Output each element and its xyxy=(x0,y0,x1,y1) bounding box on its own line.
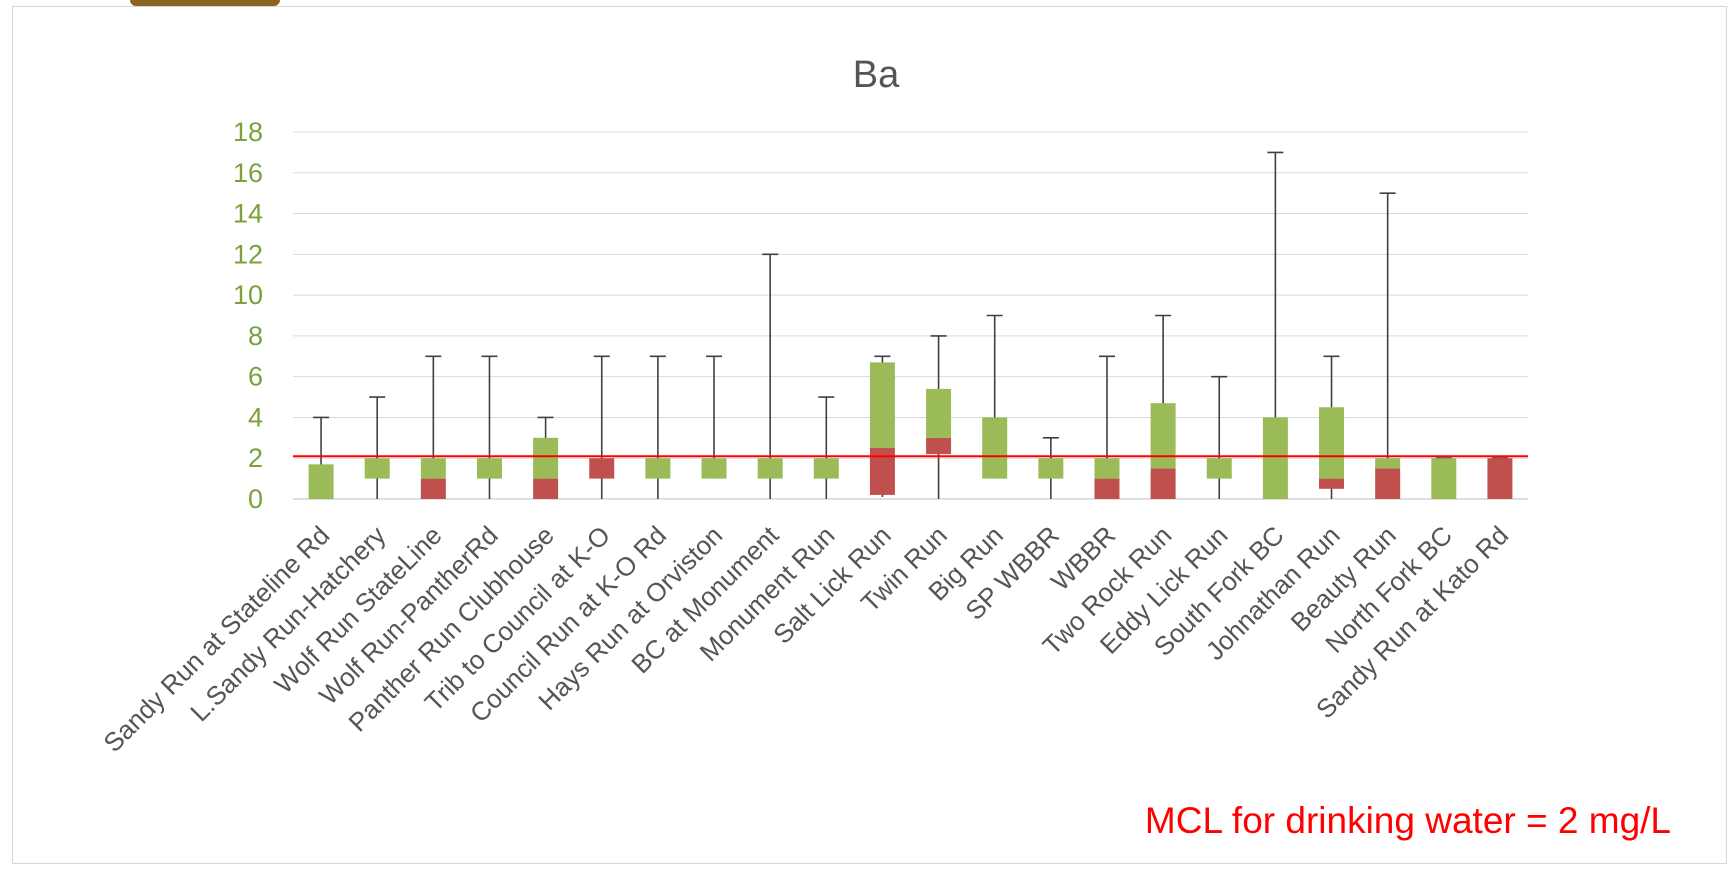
box-group xyxy=(533,416,559,499)
y-axis-ticks: 0 2 4 6 8 10 12 14 16 18 xyxy=(233,117,263,514)
x-axis-ticks: Sandy Run at Stateline RdL.Sandy Run-Hat… xyxy=(97,519,1514,757)
upper-box xyxy=(308,464,334,499)
box-group xyxy=(1431,457,1457,499)
box-group xyxy=(364,396,390,499)
y-tick-label: 12 xyxy=(233,239,263,269)
lower-box xyxy=(869,448,895,495)
box-group xyxy=(476,355,502,499)
box-group xyxy=(589,355,615,499)
upper-box xyxy=(1094,458,1120,479)
box-group xyxy=(982,314,1008,479)
mcl-annotation: MCL for drinking water = 2 mg/L xyxy=(1145,800,1671,841)
lower-box xyxy=(1150,468,1176,499)
lower-box xyxy=(1375,468,1401,499)
plot-area xyxy=(308,151,1513,499)
lower-box xyxy=(1094,478,1120,499)
upper-box xyxy=(982,417,1008,479)
y-tick-label: 2 xyxy=(248,443,263,473)
box-group xyxy=(308,416,334,499)
upper-box xyxy=(1431,458,1457,499)
upper-box xyxy=(364,458,390,479)
upper-box xyxy=(533,437,559,479)
upper-box xyxy=(869,362,895,449)
y-tick-label: 6 xyxy=(248,362,263,392)
box-group xyxy=(757,253,783,499)
box-group xyxy=(1206,375,1232,499)
lower-box xyxy=(589,458,615,479)
upper-box xyxy=(757,458,783,479)
chart-title: Ba xyxy=(853,54,900,96)
box-group xyxy=(420,355,446,499)
upper-box xyxy=(476,458,502,479)
box-group xyxy=(813,396,839,499)
upper-box xyxy=(701,458,727,479)
lower-box xyxy=(420,478,446,499)
box-group xyxy=(1487,457,1513,499)
box-group xyxy=(645,355,671,499)
box-group xyxy=(701,355,727,479)
lower-box xyxy=(1319,478,1345,489)
y-tick-label: 0 xyxy=(248,484,263,514)
upper-box xyxy=(813,458,839,479)
box-group xyxy=(869,355,895,497)
x-tick-label: Sandy Run at Stateline Rd xyxy=(97,520,335,758)
y-tick-label: 10 xyxy=(233,280,263,310)
upper-box xyxy=(420,458,446,479)
lower-box xyxy=(1487,458,1513,499)
box-group xyxy=(1038,437,1064,499)
chart-frame: Ba 0 2 4 6 8 10 12 14 16 18 Sandy Run at Statelin… xyxy=(12,6,1727,864)
box-group xyxy=(1375,192,1401,499)
upper-box xyxy=(1375,458,1401,469)
y-tick-label: 16 xyxy=(233,158,263,188)
box-group xyxy=(1319,355,1345,499)
lower-box xyxy=(533,478,559,499)
upper-box xyxy=(1150,403,1176,469)
y-tick-label: 14 xyxy=(233,199,263,229)
y-tick-label: 4 xyxy=(248,402,263,432)
upper-box xyxy=(1262,417,1288,499)
box-group xyxy=(1262,151,1288,499)
upper-box xyxy=(1038,458,1064,479)
upper-box xyxy=(1206,458,1232,479)
logo-fragment xyxy=(130,0,280,6)
upper-box xyxy=(926,388,952,438)
box-group xyxy=(1150,314,1176,499)
box-plot-chart: Ba 0 2 4 6 8 10 12 14 16 18 Sandy Run at Statelin… xyxy=(97,54,1671,841)
box-group xyxy=(1094,355,1120,499)
lower-box xyxy=(926,437,952,455)
upper-box xyxy=(645,458,671,479)
upper-box xyxy=(1319,407,1345,479)
box-group xyxy=(926,335,952,499)
y-tick-label: 8 xyxy=(248,321,263,351)
y-tick-label: 18 xyxy=(233,117,263,147)
